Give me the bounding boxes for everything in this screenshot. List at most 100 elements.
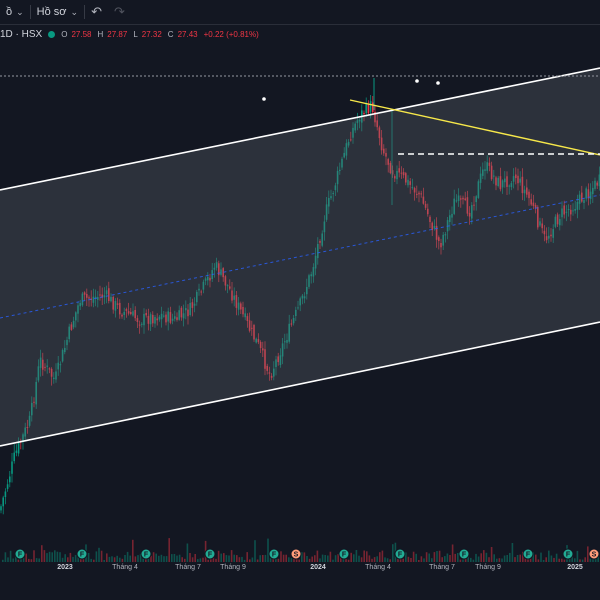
volume-bar	[251, 557, 254, 562]
symbol-interval[interactable]: 1D · HSX	[0, 28, 43, 40]
candle-body	[248, 320, 251, 331]
candle-body	[303, 296, 306, 299]
candle-body	[306, 287, 308, 295]
volume-bar	[511, 543, 514, 562]
candle-body	[493, 175, 495, 177]
candle-body	[180, 307, 183, 318]
candle-body	[9, 476, 11, 483]
close-key: C	[167, 29, 174, 39]
volume-bar	[386, 558, 389, 562]
candle-body	[312, 267, 315, 277]
candle-body	[99, 294, 101, 296]
event-label: F	[144, 552, 149, 559]
candle-body	[559, 219, 561, 226]
volume-bar	[186, 543, 189, 562]
profile-menu-button[interactable]: Hồ sơ ⌄	[31, 0, 84, 24]
volume-bar	[470, 557, 472, 562]
candle-body	[365, 103, 367, 114]
time-axis-label: Tháng 4	[112, 564, 138, 571]
dividend-event-icon	[140, 548, 152, 560]
candle-body	[233, 295, 235, 300]
volume-bar	[9, 550, 12, 562]
volume-bar	[150, 555, 152, 562]
time-axis[interactable]: 2023 Tháng 4 Tháng 7 Tháng 9 2024 Tháng …	[0, 564, 600, 580]
volume-bar	[277, 558, 280, 562]
chevron-down-icon: ⌄	[70, 6, 79, 17]
volume-bar	[373, 557, 376, 562]
candle-body	[262, 348, 264, 351]
candle-body	[154, 317, 156, 324]
volume-bar	[87, 553, 90, 562]
candle-body	[178, 310, 180, 320]
volume-bar	[332, 559, 334, 562]
candle-body	[490, 165, 493, 180]
trendline-yellow	[349, 99, 600, 156]
dividend-event-icon	[14, 548, 26, 560]
high-key: H	[97, 29, 104, 39]
volume-bar	[371, 558, 373, 562]
volume-bar	[532, 552, 534, 562]
candle-body	[475, 196, 477, 203]
candle-body	[284, 341, 286, 343]
candle-body	[345, 143, 348, 156]
candle-body	[330, 196, 332, 199]
volume-bar	[529, 556, 532, 562]
candle-body	[121, 314, 123, 317]
candle-body	[325, 204, 328, 220]
candle-body	[13, 452, 15, 462]
volume-bar	[480, 553, 482, 562]
candle-body	[405, 173, 407, 183]
candle-body	[519, 178, 521, 183]
volume-bar	[571, 555, 573, 562]
volume-bar	[420, 556, 423, 562]
volume-bar	[116, 555, 118, 562]
volume-bar	[69, 552, 72, 562]
volume-bar	[119, 557, 121, 562]
volume-bar	[516, 555, 519, 562]
candle-body	[515, 174, 517, 179]
volume-bar	[316, 550, 319, 562]
candle-body	[501, 180, 504, 188]
volume-bar	[381, 550, 384, 562]
candle-body	[297, 307, 299, 309]
candle-body	[471, 205, 473, 219]
candle-body	[182, 313, 185, 319]
event-label: F	[462, 552, 467, 559]
volume-bar	[503, 555, 506, 562]
volume-bar	[288, 557, 290, 562]
candle-body	[411, 187, 414, 189]
volume-bar	[111, 556, 113, 562]
candle-body	[424, 203, 427, 208]
volume-bar	[17, 559, 20, 562]
volume-bar	[472, 559, 475, 562]
volume-bar	[303, 552, 306, 562]
candle-body	[367, 103, 370, 114]
candle-body	[578, 194, 581, 204]
candle-body	[134, 310, 136, 319]
toolbar-item[interactable]: ồ ⌄	[0, 0, 30, 24]
candle-body	[103, 295, 106, 298]
volume-bar	[451, 544, 454, 562]
candle-body	[550, 234, 552, 237]
channel-upper-line	[0, 67, 600, 191]
volume-bar	[2, 559, 4, 562]
candle-body	[6, 484, 9, 489]
volume-bar	[176, 555, 178, 562]
volume-bar	[311, 556, 313, 562]
volume-bar	[553, 557, 555, 562]
event-label: F	[342, 552, 347, 559]
candle-body	[418, 192, 420, 195]
volume-bar	[194, 554, 196, 562]
volume-bar	[457, 553, 459, 562]
undo-icon[interactable]: ↶	[91, 4, 102, 19]
change-value: +0.22 (+0.81%)	[203, 29, 259, 39]
redo-icon[interactable]: ↷	[113, 4, 125, 19]
candle-body	[334, 185, 337, 191]
candle-body	[319, 241, 321, 243]
candle-body	[53, 377, 55, 379]
candle-body	[413, 188, 416, 193]
candle-body	[576, 202, 579, 210]
volume-bar	[568, 557, 571, 562]
